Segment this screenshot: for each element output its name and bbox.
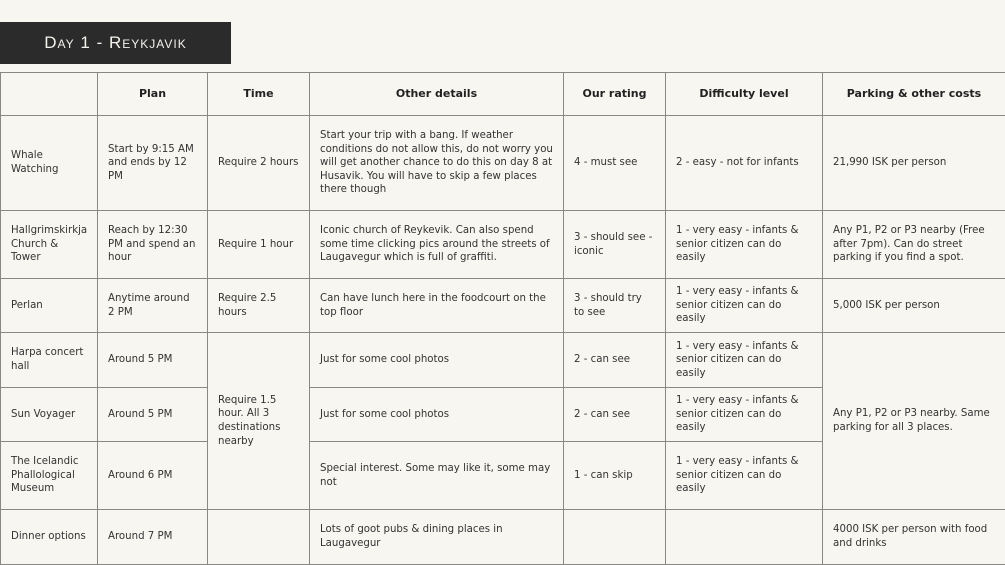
place-cell: Whale Watching: [0, 115, 98, 211]
time-cell: [207, 509, 310, 565]
header-difficulty: Difficulty level: [665, 72, 823, 116]
details-cell: Lots of goot pubs & dining places in Lau…: [309, 509, 564, 565]
itinerary-table: Plan Time Other details Our rating Diffi…: [0, 72, 1005, 565]
details-cell: Special interest. Some may like it, some…: [309, 441, 564, 510]
plan-cell: Around 7 PM: [97, 509, 208, 565]
table-row: Dinner options Around 7 PM Lots of goot …: [0, 509, 1005, 565]
table-row: The Icelandic Phallological Museum Aroun…: [0, 441, 1005, 510]
difficulty-cell: 1 - very easy - infants & senior citizen…: [665, 278, 823, 333]
plan-cell: Reach by 12:30 PM and spend an hour: [97, 210, 208, 279]
parking-cell: Any P1, P2 or P3 nearby (Free after 7pm)…: [822, 210, 1005, 279]
time-cell: Require 2 hours: [207, 115, 310, 211]
table-row: Sun Voyager Around 5 PM Just for some co…: [0, 387, 1005, 442]
plan-cell: Around 6 PM: [97, 441, 208, 510]
difficulty-cell: 1 - very easy - infants & senior citizen…: [665, 210, 823, 279]
header-row: Plan Time Other details Our rating Diffi…: [0, 72, 1005, 116]
plan-cell: Anytime around 2 PM: [97, 278, 208, 333]
difficulty-cell: 1 - very easy - infants & senior citizen…: [665, 332, 823, 388]
difficulty-cell: 1 - very easy - infants & senior citizen…: [665, 441, 823, 510]
difficulty-cell: 2 - easy - not for infants: [665, 115, 823, 211]
details-cell: Just for some cool photos: [309, 387, 564, 442]
place-cell: Sun Voyager: [0, 387, 98, 442]
page-title: Day 1 - Reykjavik: [0, 22, 231, 64]
details-cell: Can have lunch here in the foodcourt on …: [309, 278, 564, 333]
table-row: Perlan Anytime around 2 PM Require 2.5 h…: [0, 278, 1005, 333]
table-row: Harpa concert hall Around 5 PM Require 1…: [0, 332, 1005, 510]
time-cell: Require 1.5 hour. All 3 destinations nea…: [207, 332, 310, 510]
plan-cell: Around 5 PM: [97, 332, 208, 388]
place-cell: Dinner options: [0, 509, 98, 565]
rating-cell: 4 - must see: [563, 115, 666, 211]
details-cell: Iconic church of Reykevik. Can also spen…: [309, 210, 564, 279]
rating-cell: 1 - can skip: [563, 441, 666, 510]
place-cell: Hallgrimskirkja Church & Tower: [0, 210, 98, 279]
place-cell: Perlan: [0, 278, 98, 333]
header-time: Time: [207, 72, 310, 116]
time-cell: Require 2.5 hours: [207, 278, 310, 333]
difficulty-cell: 1 - very easy - infants & senior citizen…: [665, 387, 823, 442]
parking-cell: 4000 ISK per person with food and drinks: [822, 509, 1005, 565]
rating-cell: 3 - should see - iconic: [563, 210, 666, 279]
details-cell: Just for some cool photos: [309, 332, 564, 388]
header-plan: Plan: [97, 72, 208, 116]
parking-cell: 21,990 ISK per person: [822, 115, 1005, 211]
rating-cell: 3 - should try to see: [563, 278, 666, 333]
place-cell: The Icelandic Phallological Museum: [0, 441, 98, 510]
plan-cell: Start by 9:15 AM and ends by 12 PM: [97, 115, 208, 211]
rating-cell: 2 - can see: [563, 332, 666, 388]
place-cell: Harpa concert hall: [0, 332, 98, 388]
header-details: Other details: [309, 72, 564, 116]
rating-cell: 2 - can see: [563, 387, 666, 442]
parking-cell: Any P1, P2 or P3 nearby. Same parking fo…: [822, 332, 1005, 510]
table-row: Hallgrimskirkja Church & Tower Reach by …: [0, 210, 1005, 279]
plan-cell: Around 5 PM: [97, 387, 208, 442]
time-cell: Require 1 hour: [207, 210, 310, 279]
details-cell: Start your trip with a bang. If weather …: [309, 115, 564, 211]
difficulty-cell: [665, 509, 823, 565]
header-parking: Parking & other costs: [822, 72, 1005, 116]
header-rating: Our rating: [563, 72, 666, 116]
rating-cell: [563, 509, 666, 565]
parking-cell: 5,000 ISK per person: [822, 278, 1005, 333]
table-row: Whale Watching Start by 9:15 AM and ends…: [0, 115, 1005, 211]
header-place: [0, 72, 98, 116]
